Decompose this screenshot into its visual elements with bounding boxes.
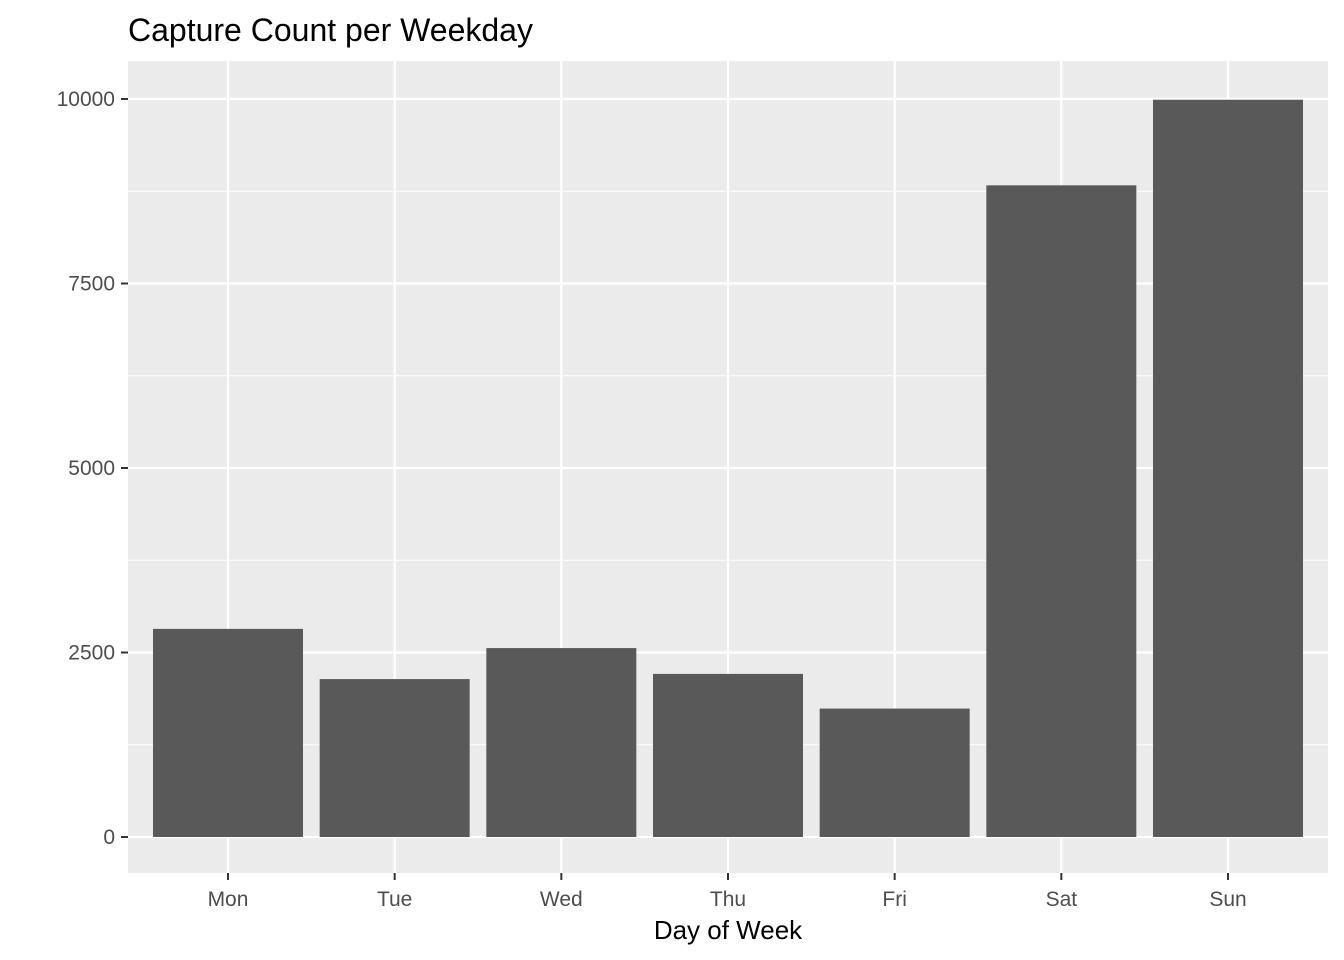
x-tick-label: Mon: [208, 888, 249, 911]
y-axis: 0 2500 5000 7500 10000: [57, 88, 128, 849]
bar-tue: [319, 679, 470, 837]
y-tick-label: 5000: [68, 457, 115, 480]
bars: [153, 99, 1303, 838]
chart-title: Capture Count per Weekday: [128, 12, 533, 48]
x-tick-label: Thu: [710, 888, 746, 911]
x-axis-title: Day of Week: [654, 915, 803, 945]
x-tick-label: Wed: [540, 888, 583, 911]
y-tick-label: 0: [103, 826, 115, 849]
y-tick-label: 7500: [68, 273, 115, 296]
y-tick-label: 2500: [68, 642, 115, 665]
bar-sun: [1153, 99, 1303, 838]
bar-wed: [486, 648, 637, 837]
x-tick-label: Sat: [1046, 888, 1078, 911]
y-tick-label: 10000: [57, 88, 115, 111]
bar-sat: [986, 185, 1137, 837]
x-tick-label: Fri: [882, 888, 907, 911]
bar-mon: [153, 628, 303, 837]
bar-thu: [653, 673, 803, 837]
x-tick-label: Tue: [377, 888, 412, 911]
bar-fri: [819, 708, 970, 837]
x-axis: Mon Tue Wed Thu Fri Sat Sun: [208, 873, 1247, 911]
x-tick-label: Sun: [1209, 888, 1246, 911]
